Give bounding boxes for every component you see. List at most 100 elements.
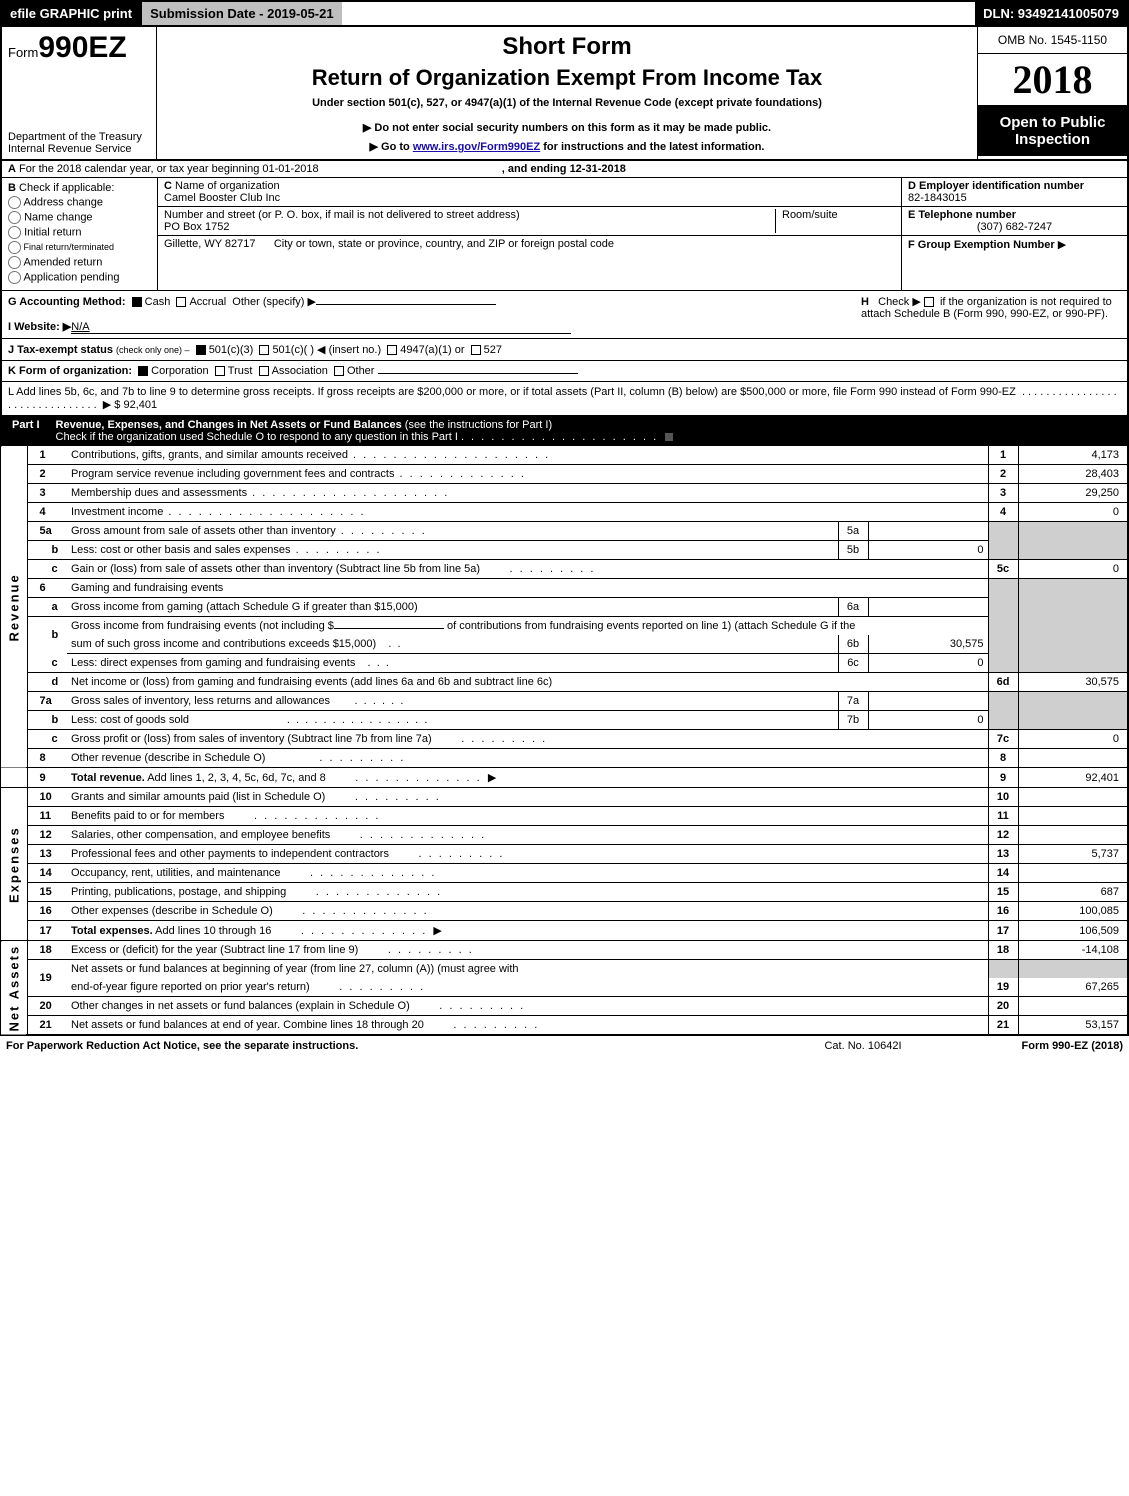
l7c-n: c <box>27 730 67 749</box>
l17-v: 106,509 <box>1018 921 1128 941</box>
dln-label: DLN: 93492141005079 <box>975 2 1127 25</box>
ck-final[interactable]: Final return/terminated <box>8 241 151 254</box>
l15-d: Printing, publications, postage, and shi… <box>67 883 988 902</box>
g-cash-chk[interactable] <box>132 297 142 307</box>
c-room: Room/suite <box>775 209 895 233</box>
l2-v: 28,403 <box>1018 465 1128 484</box>
j-o2-chk[interactable] <box>259 345 269 355</box>
l5c-v: 0 <box>1018 560 1128 579</box>
l21-rn: 21 <box>988 1016 1018 1036</box>
k-other-input[interactable] <box>378 373 578 374</box>
g-cash: Cash <box>145 296 171 308</box>
k-assoc: Association <box>272 365 328 377</box>
org-box: B Check if applicable: Address change Na… <box>0 178 1129 291</box>
grey-6v <box>1018 579 1128 673</box>
row-a: A For the 2018 calendar year, or tax yea… <box>0 161 1129 178</box>
section-k: K Form of organization: Corporation Trus… <box>0 361 1129 382</box>
grey-19v <box>1018 960 1128 979</box>
l7b-n: b <box>27 711 67 730</box>
c-city-label: City or town, state or province, country… <box>274 238 614 250</box>
l20-n: 20 <box>27 997 67 1016</box>
grey-5ab <box>988 522 1018 560</box>
l13-rn: 13 <box>988 845 1018 864</box>
l6-d: Gaming and fundraising events <box>67 579 988 598</box>
k-trust-chk[interactable] <box>215 366 225 376</box>
g-other: Other (specify) ▶ <box>232 296 316 308</box>
l9-n: 9 <box>27 768 67 788</box>
side-revenue: Revenue <box>1 446 27 768</box>
l6d-n: d <box>27 673 67 692</box>
l7c-d: Gross profit or (loss) from sales of inv… <box>67 730 988 749</box>
l9-v: 92,401 <box>1018 768 1128 788</box>
j-o4-chk[interactable] <box>471 345 481 355</box>
l3-rn: 3 <box>988 484 1018 503</box>
b-label: B <box>8 182 16 194</box>
l19-rn: 19 <box>988 978 1018 997</box>
open-public: Open to Public Inspection <box>978 106 1127 156</box>
j-o1-chk[interactable] <box>196 345 206 355</box>
k-trust: Trust <box>228 365 253 377</box>
l14-n: 14 <box>27 864 67 883</box>
l7a-mv <box>868 692 988 711</box>
k-other-chk[interactable] <box>334 366 344 376</box>
side-rev-end <box>1 768 27 788</box>
l19-v: 67,265 <box>1018 978 1128 997</box>
ck-name-change[interactable]: Name change <box>8 211 151 224</box>
l12-v <box>1018 826 1128 845</box>
g-other-input[interactable] <box>316 304 496 305</box>
l1-v: 4,173 <box>1018 446 1128 465</box>
l7a-mn: 7a <box>838 692 868 711</box>
l10-rn: 10 <box>988 788 1018 807</box>
l16-n: 16 <box>27 902 67 921</box>
ck-pending[interactable]: Application pending <box>8 271 151 284</box>
l3-d: Membership dues and assessments <box>67 484 988 503</box>
h-chk[interactable] <box>924 297 934 307</box>
l11-n: 11 <box>27 807 67 826</box>
l6b-input[interactable] <box>334 628 444 629</box>
header-middle: Short Form Return of Organization Exempt… <box>157 27 977 159</box>
k-assoc-chk[interactable] <box>259 366 269 376</box>
section-j: J Tax-exempt status (check only one) – 5… <box>0 339 1129 361</box>
section-l: L Add lines 5b, 6c, and 7b to line 9 to … <box>0 382 1129 416</box>
l8-v <box>1018 749 1128 768</box>
j-label: J Tax-exempt status <box>8 344 113 356</box>
header-right: OMB No. 1545-1150 2018 Open to Public In… <box>977 27 1127 159</box>
c-label: C <box>164 180 172 192</box>
ck-amended[interactable]: Amended return <box>8 256 151 269</box>
part1-check: Check if the organization used Schedule … <box>56 431 458 443</box>
k-label: K Form of organization: <box>8 365 132 377</box>
l3-v: 29,250 <box>1018 484 1128 503</box>
footer-right: Form 990-EZ (2018) <box>963 1040 1123 1052</box>
part1-chk[interactable] <box>664 432 674 442</box>
l7a-n: 7a <box>27 692 67 711</box>
l9-rn: 9 <box>988 768 1018 788</box>
g-label: G Accounting Method: <box>8 296 126 308</box>
l6d-v: 30,575 <box>1018 673 1128 692</box>
ck-initial[interactable]: Initial return <box>8 226 151 239</box>
l21-d: Net assets or fund balances at end of ye… <box>67 1016 988 1036</box>
f-arrow: ▶ <box>1058 239 1066 251</box>
l6b-d3: sum of such gross income and contributio… <box>67 635 838 654</box>
short-form-title: Short Form <box>167 33 967 61</box>
f-label: F Group Exemption Number <box>908 239 1055 251</box>
g-accrual-chk[interactable] <box>176 297 186 307</box>
f-block: F Group Exemption Number ▶ <box>902 236 1127 290</box>
l12-d: Salaries, other compensation, and employ… <box>67 826 988 845</box>
l8-n: 8 <box>27 749 67 768</box>
l4-v: 0 <box>1018 503 1128 522</box>
l7b-d: Less: cost of goods sold . . . . . . . .… <box>67 711 838 730</box>
top-bar: efile GRAPHIC print Submission Date - 20… <box>0 0 1129 27</box>
l16-rn: 16 <box>988 902 1018 921</box>
l6d-rn: 6d <box>988 673 1018 692</box>
k-corp-chk[interactable] <box>138 366 148 376</box>
l14-v <box>1018 864 1128 883</box>
l5b-d: Less: cost or other basis and sales expe… <box>67 541 838 560</box>
under-section: Under section 501(c), 527, or 4947(a)(1)… <box>167 97 967 109</box>
l6d-d: Net income or (loss) from gaming and fun… <box>67 673 988 692</box>
donot-warning: ▶ Do not enter social security numbers o… <box>167 121 967 134</box>
goto-link[interactable]: www.irs.gov/Form990EZ <box>413 141 540 153</box>
ck-addr-change[interactable]: Address change <box>8 196 151 209</box>
header-left: Form990EZ Department of the Treasury Int… <box>2 27 157 159</box>
j-o3-chk[interactable] <box>387 345 397 355</box>
l15-v: 687 <box>1018 883 1128 902</box>
